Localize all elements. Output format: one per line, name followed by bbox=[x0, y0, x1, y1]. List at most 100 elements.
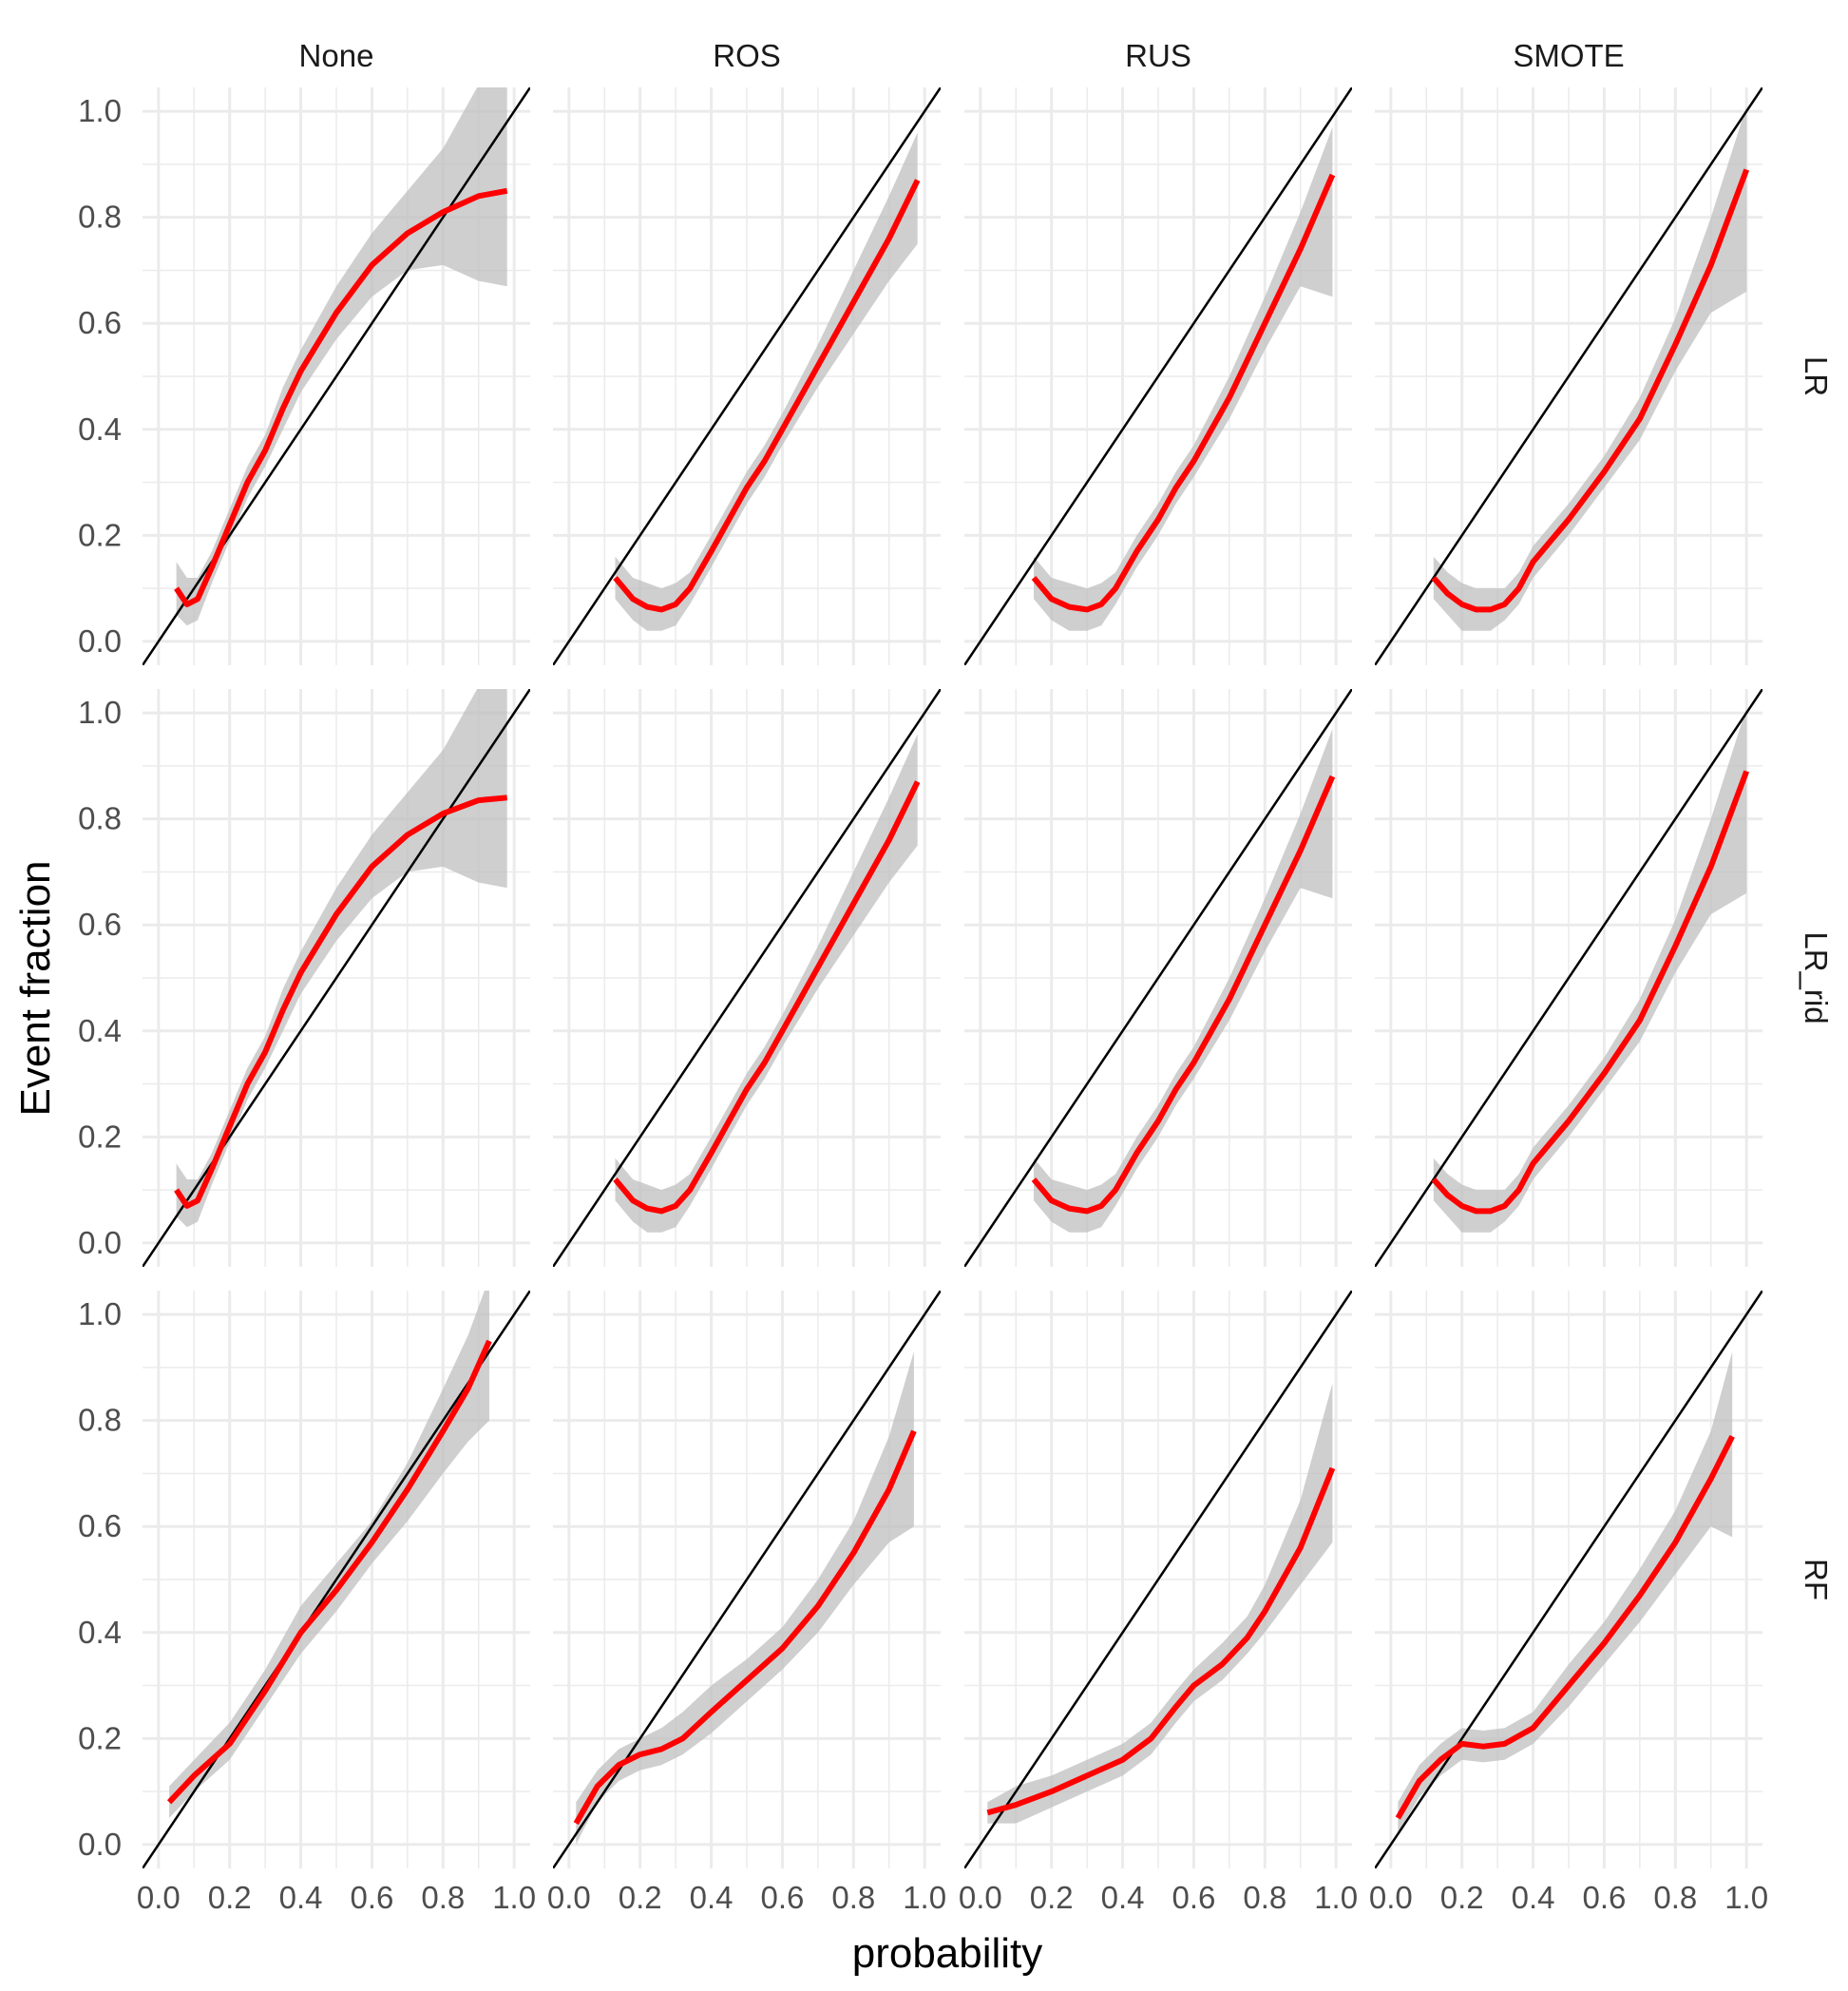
panel-lr-rid-rus bbox=[964, 689, 1352, 1267]
row-strip-label: RF bbox=[1799, 1559, 1834, 1600]
y-tick-label: 0.4 bbox=[78, 412, 122, 447]
panel-plot-area bbox=[143, 87, 530, 665]
y-tick-label: 0.0 bbox=[78, 1827, 122, 1862]
reference-diagonal-line bbox=[1375, 689, 1762, 1267]
panel-rf-none bbox=[143, 1291, 530, 1868]
x-axis-title: probability bbox=[852, 1930, 1043, 1977]
y-tick-label: 0.2 bbox=[78, 517, 122, 552]
panel-rf-ros bbox=[553, 1291, 941, 1868]
y-tick-label: 0.6 bbox=[78, 1508, 122, 1543]
y-tick-label: 0.8 bbox=[78, 1403, 122, 1438]
x-tick-label: 0.2 bbox=[1030, 1880, 1074, 1915]
x-tick-label: 0.2 bbox=[1440, 1880, 1484, 1915]
reference-diagonal-line bbox=[553, 1291, 941, 1868]
confidence-ribbon bbox=[1034, 728, 1333, 1233]
x-tick-label: 1.0 bbox=[903, 1880, 946, 1915]
column-strip-label: RUS bbox=[1125, 38, 1191, 73]
reference-diagonal-line bbox=[143, 1291, 530, 1868]
reference-diagonal-line bbox=[964, 1291, 1352, 1868]
panel-plot-area bbox=[1375, 1291, 1762, 1868]
x-tick-label: 0.0 bbox=[547, 1880, 591, 1915]
reference-diagonal-line bbox=[1375, 1291, 1762, 1868]
panel-lr-rid-ros bbox=[553, 689, 941, 1267]
panel-plot-area bbox=[1375, 689, 1762, 1267]
x-tick-label: 0.0 bbox=[1369, 1880, 1413, 1915]
y-tick-label: 0.4 bbox=[78, 1013, 122, 1048]
confidence-ribbon bbox=[576, 1351, 914, 1845]
calibration-curve bbox=[1395, 1435, 1735, 1820]
reference-diagonal-line bbox=[1375, 87, 1762, 665]
x-tick-label: 0.6 bbox=[760, 1880, 804, 1915]
row-strip-label: LR bbox=[1799, 356, 1834, 396]
x-tick-label: 0.4 bbox=[279, 1880, 323, 1915]
row-strip-label: LR_rid bbox=[1799, 931, 1834, 1024]
reference-diagonal-line bbox=[964, 689, 1352, 1267]
column-strip-label: ROS bbox=[713, 38, 781, 73]
y-tick-label: 0.8 bbox=[78, 200, 122, 235]
calibration-curve bbox=[174, 187, 508, 607]
calibration-curve bbox=[174, 794, 507, 1209]
reference-diagonal-line bbox=[553, 87, 941, 665]
calibration-curve bbox=[1031, 775, 1336, 1215]
confidence-ribbon bbox=[987, 1383, 1333, 1824]
panel-lr-rid-none bbox=[143, 689, 530, 1267]
y-tick-label: 0.6 bbox=[78, 907, 122, 942]
x-tick-label: 0.8 bbox=[421, 1880, 465, 1915]
calibration-curve bbox=[986, 1466, 1336, 1816]
x-tick-label: 1.0 bbox=[1724, 1880, 1768, 1915]
panel-lr-ros bbox=[553, 87, 941, 665]
confidence-ribbon bbox=[615, 132, 918, 631]
panel-lr-rid-smote bbox=[1375, 689, 1762, 1267]
reference-diagonal-line bbox=[553, 689, 941, 1267]
y-tick-label: 0.0 bbox=[78, 623, 122, 659]
y-tick-label: 1.0 bbox=[78, 93, 122, 128]
panel-lr-rus bbox=[964, 87, 1352, 665]
panel-plot-area bbox=[1375, 87, 1762, 665]
x-tick-label: 0.4 bbox=[1512, 1880, 1555, 1915]
y-tick-label: 0.2 bbox=[78, 1119, 122, 1154]
panel-plot-area bbox=[143, 1291, 530, 1868]
confidence-ribbon bbox=[1433, 707, 1747, 1233]
confidence-ribbon bbox=[615, 734, 918, 1233]
reference-diagonal-line bbox=[964, 87, 1352, 665]
panel-plot-area bbox=[553, 689, 941, 1267]
panel-rf-smote bbox=[1375, 1291, 1762, 1868]
x-tick-label: 0.2 bbox=[619, 1880, 662, 1915]
x-tick-label: 0.8 bbox=[831, 1880, 875, 1915]
y-axis-title: Event fraction bbox=[12, 860, 59, 1116]
panel-plot-area bbox=[553, 1291, 941, 1868]
calibration-curve bbox=[613, 179, 921, 613]
y-tick-label: 0.4 bbox=[78, 1615, 122, 1650]
panel-plot-area bbox=[143, 689, 530, 1267]
y-tick-label: 0.0 bbox=[78, 1225, 122, 1260]
panel-plot-area bbox=[964, 87, 1352, 665]
x-tick-label: 0.2 bbox=[208, 1880, 252, 1915]
calibration-curve bbox=[613, 780, 921, 1215]
panel-lr-none bbox=[143, 87, 530, 665]
x-tick-label: 0.4 bbox=[1101, 1880, 1145, 1915]
reference-diagonal-line bbox=[143, 689, 530, 1267]
panel-rf-rus bbox=[964, 1291, 1352, 1868]
y-tick-label: 1.0 bbox=[78, 695, 122, 730]
x-tick-label: 1.0 bbox=[492, 1880, 536, 1915]
panel-lr-smote bbox=[1375, 87, 1762, 665]
reference-diagonal-line bbox=[143, 87, 530, 665]
y-tick-label: 1.0 bbox=[78, 1296, 122, 1331]
calibration-curve bbox=[1031, 173, 1336, 613]
x-tick-label: 0.6 bbox=[1582, 1880, 1626, 1915]
column-strip-label: SMOTE bbox=[1513, 38, 1624, 73]
confidence-ribbon bbox=[1433, 105, 1747, 631]
x-tick-label: 1.0 bbox=[1314, 1880, 1358, 1915]
x-tick-label: 0.0 bbox=[959, 1880, 1002, 1915]
x-tick-label: 0.6 bbox=[1172, 1880, 1215, 1915]
column-strip-label: None bbox=[299, 38, 374, 73]
calibration-curve bbox=[1431, 770, 1750, 1215]
panel-plot-area bbox=[964, 1291, 1352, 1868]
y-tick-label: 0.6 bbox=[78, 305, 122, 340]
confidence-ribbon bbox=[1034, 126, 1333, 631]
panel-plot-area bbox=[553, 87, 941, 665]
confidence-ribbon bbox=[1398, 1351, 1733, 1834]
x-tick-label: 0.6 bbox=[350, 1880, 393, 1915]
